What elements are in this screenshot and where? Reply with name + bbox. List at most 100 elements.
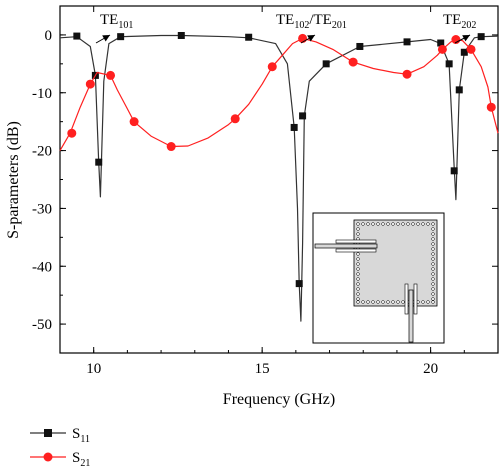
data-point-S11 [445,60,453,68]
axis-ticks: 10 15 20 0 -10 -20 -30 -40 -50 [32,5,499,377]
series-line-S21 [59,37,499,151]
data-point-S11 [322,60,330,68]
y-tick-label: -50 [32,317,52,333]
legend: S11 S21 [30,426,90,469]
legend-s11-label: S11 [72,426,90,445]
data-point-S21 [230,114,240,124]
via-hole [426,300,430,304]
via-hole [416,222,420,226]
via-hole [431,292,435,296]
via-hole [356,227,360,231]
x-tick-label: 20 [423,361,438,377]
via-hole [431,297,435,301]
via-hole [431,287,435,291]
via-hole [401,300,405,304]
via-hole [356,232,360,236]
via-hole [431,277,435,281]
via-hole [371,300,375,304]
via-hole [431,242,435,246]
data-point-S21 [437,44,447,54]
annotation-arrowhead [102,35,110,42]
x-tick-label: 10 [86,361,101,377]
mode-annotation: TE102/TE201 [276,12,347,31]
x-axis-title: Frequency (GHz) [223,391,335,408]
via-hole [421,300,425,304]
data-point-S11 [299,112,307,120]
legend-s11-marker [44,429,52,437]
data-point-S21 [166,142,176,152]
via-hole [401,222,405,226]
via-hole [376,222,380,226]
via-hole [356,297,360,301]
via-hole [381,222,385,226]
via-hole [356,277,360,281]
data-point-S11 [356,42,364,50]
y-tick-label: -30 [32,201,52,217]
via-hole [381,300,385,304]
data-point-S21 [85,79,95,89]
data-point-S11 [290,123,298,131]
data-point-S11 [460,48,468,56]
via-hole [356,252,360,256]
via-hole [356,300,360,304]
data-point-S21 [267,62,277,72]
via-holes [356,222,435,304]
via-hole [356,282,360,286]
y-tick-label: 0 [45,28,53,44]
via-hole [426,222,430,226]
data-point-S11 [117,33,125,41]
via-hole [396,222,400,226]
via-hole [411,222,415,226]
data-point-S11 [245,33,253,41]
via-hole [431,257,435,261]
data-point-S11 [73,32,81,40]
via-hole [376,300,380,304]
via-hole [431,300,435,304]
data-point-S21 [466,44,476,54]
y-tick-label: -40 [32,259,52,275]
via-hole [356,287,360,291]
via-hole [361,222,365,226]
inset-structure-diagram [312,212,445,344]
via-hole [356,262,360,266]
mode-annotation: TE101 [100,12,133,31]
via-hole [391,222,395,226]
via-hole [431,227,435,231]
via-hole [386,300,390,304]
via-hole [431,237,435,241]
data-point-S11 [450,167,458,175]
data-point-S11 [437,39,445,47]
data-point-S21 [348,57,358,67]
via-hole [396,300,400,304]
via-hole [431,252,435,256]
via-hole [386,222,390,226]
via-hole [431,267,435,271]
via-hole [361,300,365,304]
data-point-S11 [477,33,485,41]
via-hole [371,222,375,226]
via-hole [366,300,370,304]
via-hole [431,232,435,236]
via-hole [356,257,360,261]
via-hole [431,262,435,266]
via-hole [421,222,425,226]
y-axis-title: S-parameters (dB) [5,121,22,239]
data-point-S11 [455,86,463,94]
data-point-S11 [295,280,303,288]
via-hole [431,222,435,226]
via-hole [356,267,360,271]
data-point-S11 [95,158,103,166]
legend-s21-marker [43,452,53,462]
annotations: TE101 TE102/TE201 TE202 [95,12,476,44]
y-tick-label: -20 [32,144,52,160]
via-hole [356,292,360,296]
data-point-S21 [402,69,412,79]
legend-s21-label: S21 [72,450,90,469]
annotation-arrowhead [307,35,315,42]
via-hole [431,247,435,251]
via-hole [431,272,435,276]
series-layer [59,31,499,322]
data-point-S21 [106,70,116,80]
via-hole [406,222,410,226]
